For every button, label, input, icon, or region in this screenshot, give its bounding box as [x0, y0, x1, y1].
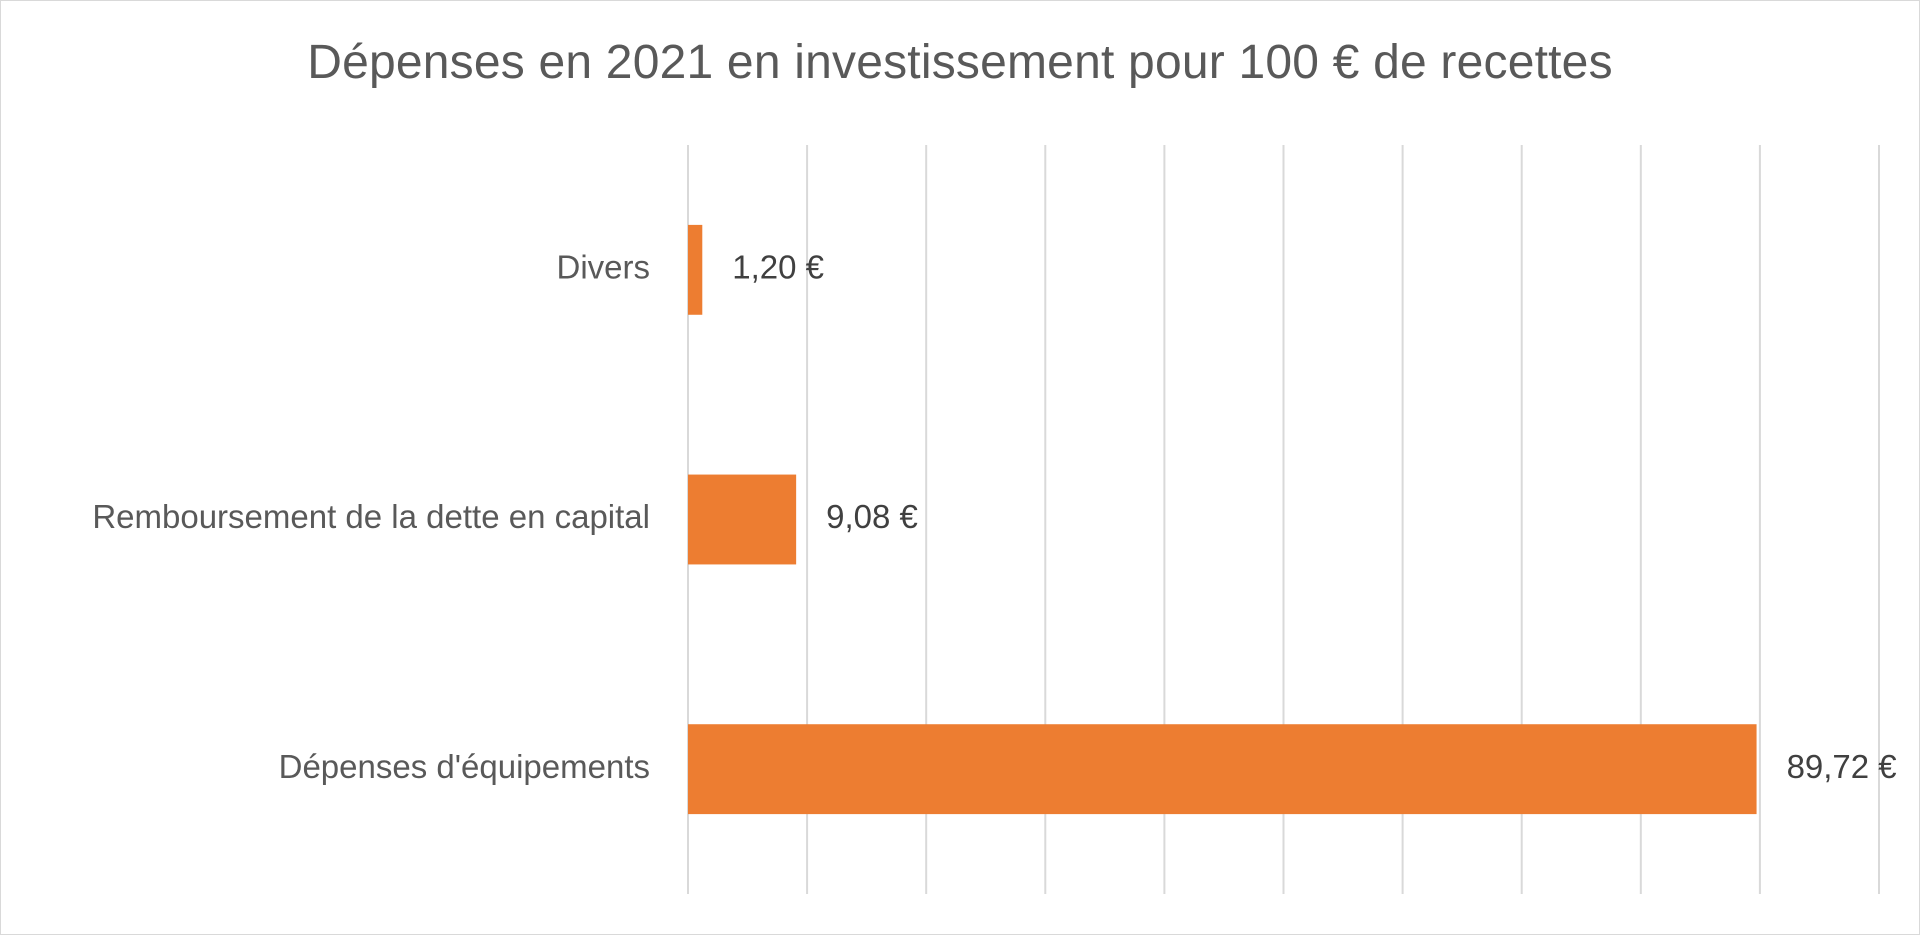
category-label: Dépenses d'équipements	[279, 748, 650, 785]
category-label: Divers	[556, 249, 650, 286]
bar	[688, 724, 1757, 815]
data-label: 1,20 €	[732, 249, 824, 286]
bar	[688, 474, 797, 565]
data-label: 89,72 €	[1787, 748, 1897, 785]
category-label: Remboursement de la dette en capital	[92, 498, 650, 535]
bar	[688, 224, 703, 315]
data-label: 9,08 €	[826, 498, 918, 535]
chart-title: Dépenses en 2021 en investissement pour …	[307, 36, 1613, 89]
